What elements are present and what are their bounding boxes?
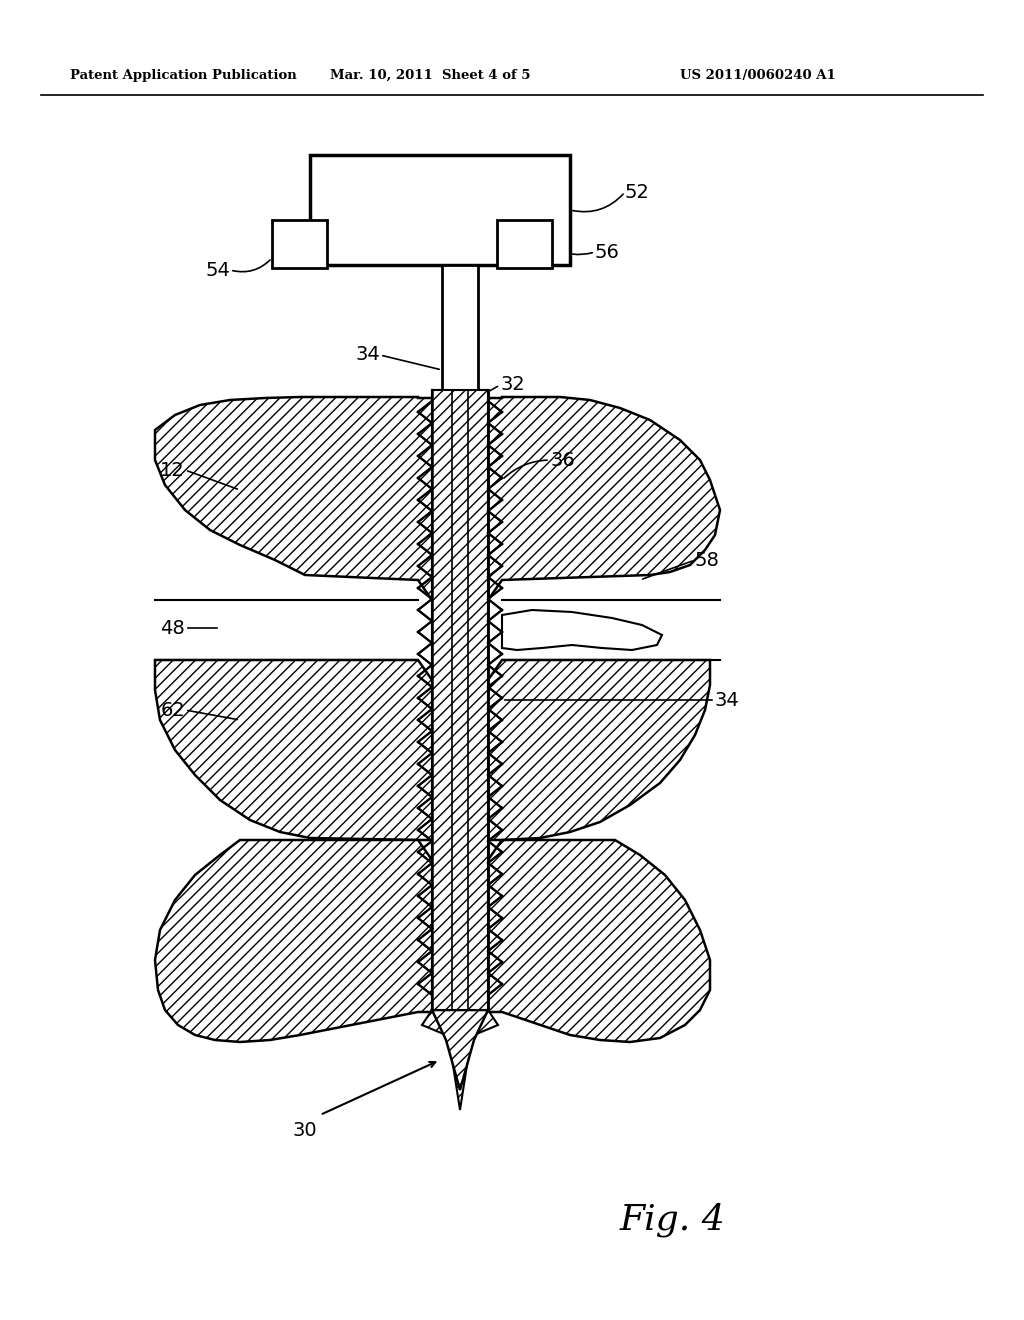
Polygon shape <box>422 1010 498 1110</box>
Polygon shape <box>502 610 662 649</box>
Text: 32: 32 <box>500 375 524 395</box>
Bar <box>432 388 489 601</box>
Text: 34: 34 <box>355 346 380 364</box>
Polygon shape <box>155 660 710 840</box>
Text: US 2011/0060240 A1: US 2011/0060240 A1 <box>680 69 836 82</box>
Text: Fig. 4: Fig. 4 <box>620 1203 726 1237</box>
Bar <box>497 220 552 268</box>
Text: 34: 34 <box>715 690 739 710</box>
Text: 12: 12 <box>160 461 185 479</box>
Bar <box>432 657 489 840</box>
Text: 36: 36 <box>550 450 574 470</box>
Text: 62: 62 <box>160 701 185 719</box>
Text: Mar. 10, 2011  Sheet 4 of 5: Mar. 10, 2011 Sheet 4 of 5 <box>330 69 530 82</box>
Bar <box>432 389 488 1010</box>
Polygon shape <box>155 840 710 1041</box>
Bar <box>442 265 478 389</box>
Text: 58: 58 <box>695 550 720 569</box>
Polygon shape <box>432 1010 488 1090</box>
Text: 48: 48 <box>160 619 185 638</box>
Polygon shape <box>155 397 720 601</box>
Text: 54: 54 <box>205 260 230 280</box>
Bar <box>272 220 327 268</box>
Text: Patent Application Publication: Patent Application Publication <box>70 69 297 82</box>
Text: 52: 52 <box>625 182 650 202</box>
Text: 56: 56 <box>595 243 620 261</box>
Text: 30: 30 <box>293 1121 317 1139</box>
Bar <box>432 840 489 1010</box>
Bar <box>432 389 488 1010</box>
Bar <box>310 154 570 265</box>
